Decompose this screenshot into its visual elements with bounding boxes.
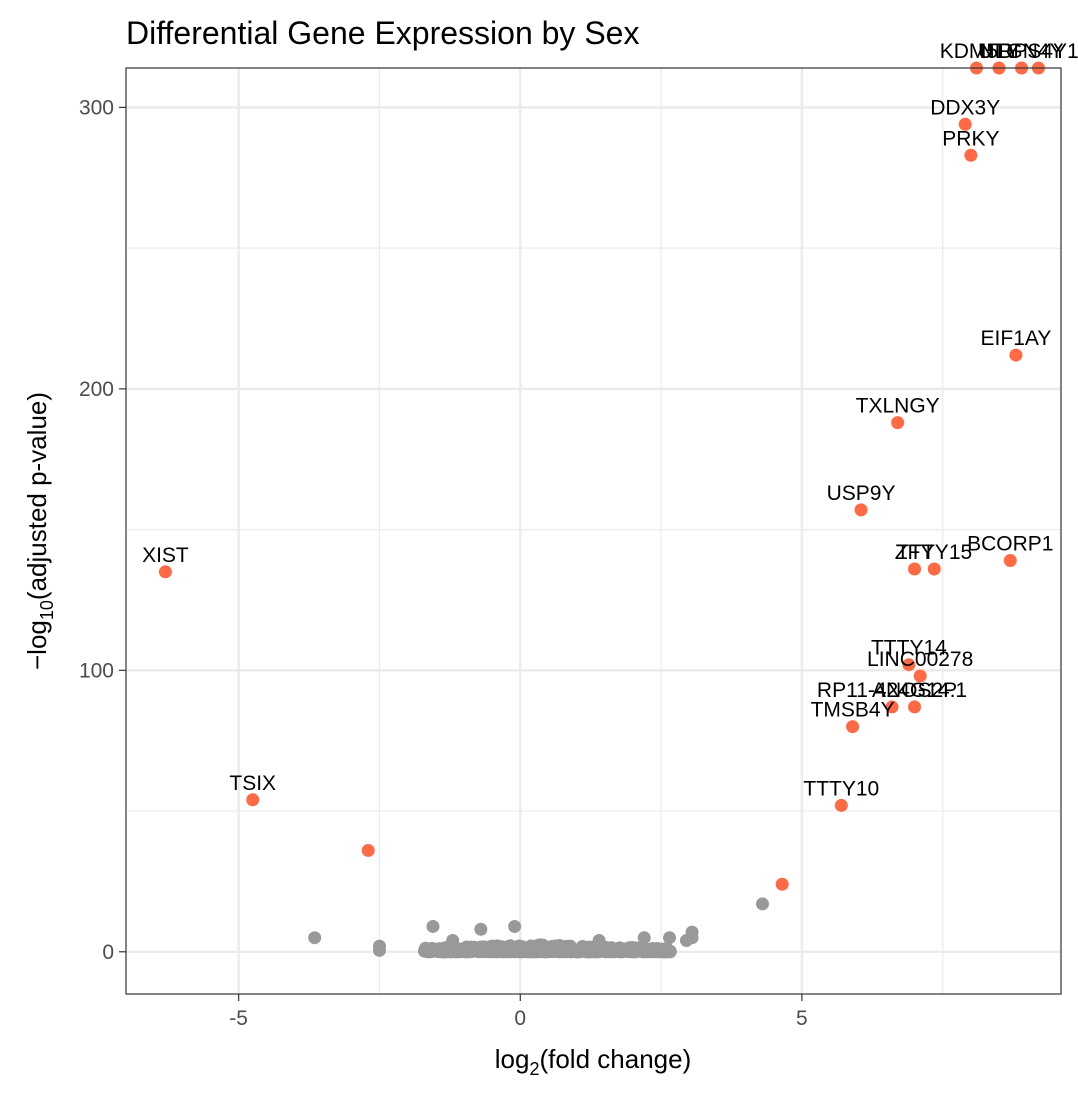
gene-label: ANOS2P: [872, 679, 957, 702]
gene-label: ZFY: [895, 541, 935, 564]
gene-point: [657, 944, 671, 958]
gene-point-significant: [885, 700, 899, 714]
gene-label: TTTY15: [896, 541, 972, 564]
y-axis-title: −log10(adjusted p-value): [22, 392, 57, 670]
gene-point-significant: [1003, 554, 1017, 568]
plot-panel: [126, 68, 1061, 994]
chart-title: Differential Gene Expression by Sex: [126, 15, 639, 51]
nonsignificant-points: [308, 897, 769, 957]
gene-label: TXLNGY: [856, 395, 940, 418]
gene-label: UTY: [978, 40, 1020, 63]
gene-point-nonsignificant: [508, 919, 522, 933]
gene-label: TSIX: [229, 772, 276, 795]
gene-point-significant: [902, 658, 916, 672]
x-axis-title: log2(fold change): [495, 1044, 691, 1079]
gene-point-nonsignificant: [679, 934, 693, 948]
gene-point-significant: [158, 565, 172, 579]
gene-label: NLGN4Y: [980, 40, 1064, 63]
x-tick-label: 0: [514, 1007, 526, 1030]
gene-label: TTTY14: [871, 637, 947, 660]
gene-label: TTTY10: [803, 777, 879, 800]
gene-point-nonsignificant: [663, 931, 677, 945]
gene-point: [508, 941, 522, 955]
gene-point: [636, 945, 650, 959]
y-axis: 0 100 200 300: [79, 96, 126, 964]
gene-point-significant: [834, 798, 848, 812]
gene-point-nonsignificant: [474, 922, 488, 936]
gene-label: RP11-424G14.1: [817, 679, 967, 702]
x-tick-label: 5: [796, 1007, 808, 1030]
gene-point: [495, 945, 509, 959]
gene-point-nonsignificant: [592, 934, 606, 948]
gene-point-nonsignificant: [426, 919, 440, 933]
gene-point: [485, 945, 499, 959]
gene-label: LINC00278: [867, 648, 973, 671]
gene-point: [463, 945, 477, 959]
gene-label: USP9Y: [827, 482, 896, 505]
gene-label: EIF1AY: [981, 327, 1052, 350]
gene-point-nonsignificant: [637, 931, 651, 945]
gene-label: TMSB4Y: [811, 699, 895, 722]
gene-point-significant: [361, 843, 375, 857]
gene-point: [582, 945, 596, 959]
gene-label: RPS4Y1: [998, 40, 1078, 63]
gene-point-significant: [891, 416, 905, 430]
panel-border: [125, 67, 1062, 995]
gene-label: PRKY: [942, 127, 999, 150]
gene-point-significant: [846, 720, 860, 734]
gene-point: [613, 941, 627, 955]
gene-point-significant: [854, 503, 868, 517]
y-tick-label: 300: [79, 96, 114, 119]
gene-point: [536, 941, 550, 955]
gene-point: [627, 945, 641, 959]
gene-point-significant: [958, 117, 972, 131]
gene-point-significant: [913, 669, 927, 683]
gene-point-significant: [775, 877, 789, 891]
gene-point-significant: [964, 148, 978, 162]
gene-point-significant: [1009, 348, 1023, 362]
gene-point: [422, 944, 436, 958]
gene-point-nonsignificant: [446, 934, 460, 948]
gene-label: XIST: [142, 544, 189, 567]
gene-label: BCORP1: [967, 533, 1053, 556]
y-tick-label: 100: [79, 659, 114, 682]
gene-point-nonsignificant: [308, 931, 322, 945]
gene-label: DDX3Y: [930, 96, 1000, 119]
gene-point-significant: [908, 700, 922, 714]
gridlines: [126, 68, 1061, 994]
y-tick-label: 0: [102, 941, 114, 964]
gene-point-nonsignificant: [755, 897, 769, 911]
y-tick-label: 200: [79, 378, 114, 401]
gene-point-significant: [908, 562, 922, 576]
gene-labels: XIST TSIX TTTY10 TMSB4Y USP9Y TXLNGY RP11-424G…: [142, 40, 1078, 800]
gene-point-nonsignificant: [372, 943, 386, 957]
x-tick-label: -5: [229, 1007, 248, 1030]
x-axis: -5 0 5: [229, 994, 808, 1030]
significant-points: [158, 61, 1045, 891]
gene-point: [450, 945, 464, 959]
gene-point-significant: [246, 793, 260, 807]
gene-label: KDM5D: [940, 40, 1014, 63]
gene-point: [560, 945, 574, 959]
gene-point-significant: [927, 562, 941, 576]
